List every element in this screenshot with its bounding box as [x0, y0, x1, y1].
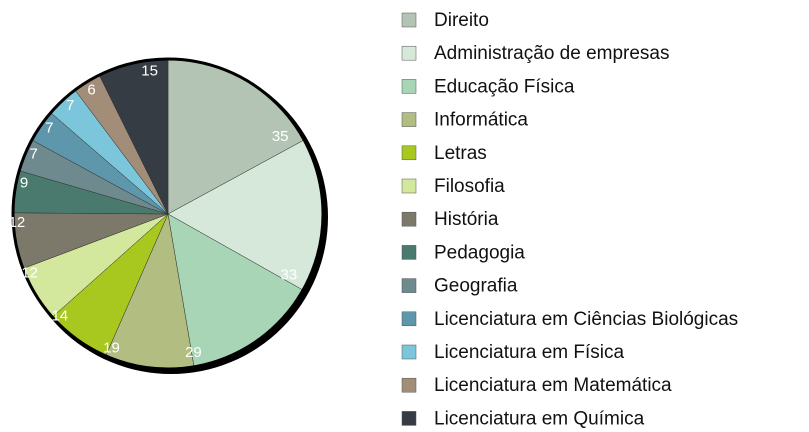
- legend-label: Licenciatura em Ciências Biológicas: [434, 309, 738, 330]
- value-label: 19: [103, 340, 120, 357]
- legend-swatch: [401, 178, 417, 194]
- legend-label: Filosofia: [434, 176, 505, 197]
- legend-label: História: [434, 209, 499, 230]
- legend-label: Licenciatura em Química: [434, 408, 645, 429]
- legend-swatch: [401, 311, 417, 327]
- value-label: 15: [141, 62, 158, 79]
- value-label: 7: [30, 146, 38, 163]
- value-label: 7: [66, 97, 74, 114]
- legend-swatch: [401, 344, 417, 360]
- value-label: 12: [21, 265, 38, 282]
- value-label: 9: [20, 175, 28, 192]
- legend-label: Administração de empresas: [434, 43, 670, 64]
- legend-label: Informática: [434, 110, 528, 131]
- legend-label: Letras: [434, 143, 487, 164]
- legend-swatch: [401, 411, 417, 426]
- legend-swatch: [401, 245, 417, 260]
- legend-label: Geografia: [434, 276, 518, 297]
- legend-swatch: [401, 145, 417, 161]
- legend-swatch: [401, 278, 417, 293]
- legend-swatch: [401, 45, 417, 61]
- legend-label: Educação Física: [434, 76, 575, 97]
- pie-border: [11, 57, 325, 371]
- legend-label: Pedagogia: [434, 242, 525, 263]
- legend-swatch: [401, 12, 417, 28]
- value-label: 29: [185, 344, 202, 361]
- value-label: 33: [280, 266, 297, 283]
- legend-swatch: [401, 211, 417, 227]
- legend-label: Licenciatura em Matemática: [434, 375, 672, 396]
- value-label: 14: [51, 307, 68, 324]
- legend-swatch: [401, 112, 417, 127]
- value-label: 6: [87, 82, 95, 99]
- value-label: 7: [45, 119, 53, 136]
- legend-label: Licenciatura em Física: [434, 342, 625, 363]
- legend-swatch: [401, 79, 417, 94]
- value-label: 35: [272, 128, 289, 145]
- legend-label: Direito: [434, 10, 489, 31]
- legend-swatch: [401, 377, 417, 393]
- value-label: 12: [9, 214, 26, 231]
